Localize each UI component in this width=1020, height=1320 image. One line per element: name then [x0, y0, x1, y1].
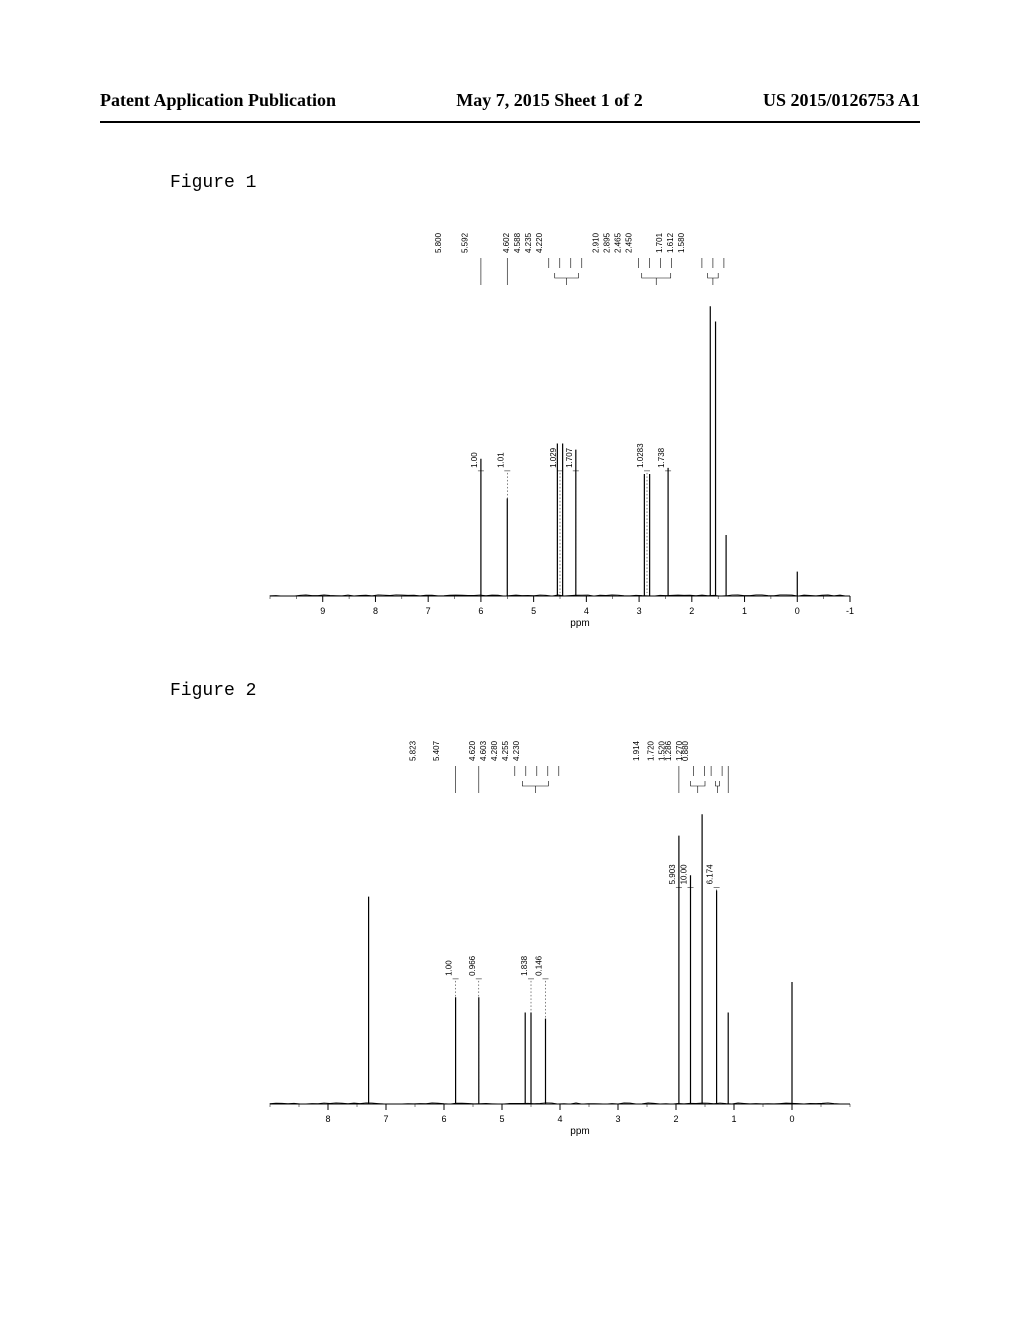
svg-text:4.230: 4.230	[512, 740, 521, 761]
svg-text:5.800: 5.800	[434, 232, 443, 253]
svg-text:1.580: 1.580	[677, 232, 686, 253]
header-rule	[100, 121, 920, 123]
svg-text:4.603: 4.603	[479, 740, 488, 761]
svg-text:10.00: 10.00	[680, 864, 689, 885]
svg-text:1.914: 1.914	[632, 740, 641, 761]
svg-text:5.407: 5.407	[432, 740, 441, 761]
header-right: US 2015/0126753 A1	[763, 90, 920, 111]
figure2-svg: 876543210ppm5.8235.4074.6204.6034.2804.2…	[260, 709, 860, 1139]
svg-text:4.220: 4.220	[535, 232, 544, 253]
figure1-svg: 9 8 7 6 5 4 3 2 1 0 -1 ppm 5.800 5.592 4.6024.5884.235…	[260, 201, 860, 631]
patent-page: Patent Application Publication May 7, 20…	[0, 0, 1020, 1320]
svg-text:4.620: 4.620	[468, 740, 477, 761]
svg-text:2: 2	[673, 1114, 678, 1124]
svg-text:1.701: 1.701	[655, 232, 664, 253]
svg-text:1.286: 1.286	[664, 740, 673, 761]
svg-text:1: 1	[731, 1114, 736, 1124]
svg-text:2.910: 2.910	[591, 232, 600, 253]
figure1-label: Figure 1	[170, 173, 920, 193]
svg-text:0.966: 0.966	[468, 955, 477, 976]
page-header: Patent Application Publication May 7, 20…	[100, 90, 920, 111]
figure2-spectrum: 876543210ppm5.8235.4074.6204.6034.2804.2…	[260, 709, 860, 1139]
svg-text:ppm: ppm	[570, 618, 589, 629]
svg-text:3: 3	[615, 1114, 620, 1124]
svg-text:1.00: 1.00	[445, 960, 454, 976]
svg-text:9: 9	[320, 606, 325, 616]
svg-text:1.838: 1.838	[520, 955, 529, 976]
svg-text:0: 0	[789, 1114, 794, 1124]
figure1-spectrum: 9 8 7 6 5 4 3 2 1 0 -1 ppm 5.800 5.592 4.6024.5884.235…	[260, 201, 860, 631]
svg-text:0.880: 0.880	[681, 740, 690, 761]
svg-text:5.823: 5.823	[409, 740, 418, 761]
svg-text:0.146: 0.146	[535, 955, 544, 976]
svg-text:7: 7	[383, 1114, 388, 1124]
svg-text:1.720: 1.720	[647, 740, 656, 761]
svg-text:5: 5	[499, 1114, 504, 1124]
svg-text:1.707: 1.707	[565, 447, 574, 468]
svg-text:4.255: 4.255	[501, 740, 510, 761]
svg-text:-1: -1	[846, 606, 854, 616]
svg-text:5: 5	[531, 606, 536, 616]
figure2-label: Figure 2	[170, 681, 920, 701]
svg-text:1.01: 1.01	[496, 452, 505, 468]
svg-text:1.0283: 1.0283	[636, 443, 645, 468]
svg-text:4.588: 4.588	[513, 232, 522, 253]
svg-text:2: 2	[689, 606, 694, 616]
svg-text:4: 4	[584, 606, 589, 616]
svg-text:8: 8	[325, 1114, 330, 1124]
svg-text:2.465: 2.465	[613, 232, 622, 253]
svg-text:5.903: 5.903	[668, 864, 677, 885]
svg-text:5.592: 5.592	[460, 232, 469, 253]
svg-text:1.029: 1.029	[549, 447, 558, 468]
svg-text:4.280: 4.280	[490, 740, 499, 761]
svg-text:2.450: 2.450	[624, 232, 633, 253]
svg-text:1: 1	[742, 606, 747, 616]
svg-text:ppm: ppm	[570, 1126, 589, 1137]
svg-text:0: 0	[795, 606, 800, 616]
header-center: May 7, 2015 Sheet 1 of 2	[456, 90, 642, 111]
svg-text:6.174: 6.174	[706, 864, 715, 885]
svg-text:4: 4	[557, 1114, 562, 1124]
svg-text:3: 3	[637, 606, 642, 616]
svg-text:1.738: 1.738	[657, 447, 666, 468]
header-left: Patent Application Publication	[100, 90, 336, 111]
svg-text:4.602: 4.602	[502, 232, 511, 253]
svg-text:7: 7	[426, 606, 431, 616]
svg-text:4.235: 4.235	[524, 232, 533, 253]
svg-text:1.00: 1.00	[470, 452, 479, 468]
svg-text:2.895: 2.895	[602, 232, 611, 253]
svg-text:1.612: 1.612	[666, 232, 675, 253]
svg-text:8: 8	[373, 606, 378, 616]
svg-text:6: 6	[441, 1114, 446, 1124]
svg-text:6: 6	[478, 606, 483, 616]
